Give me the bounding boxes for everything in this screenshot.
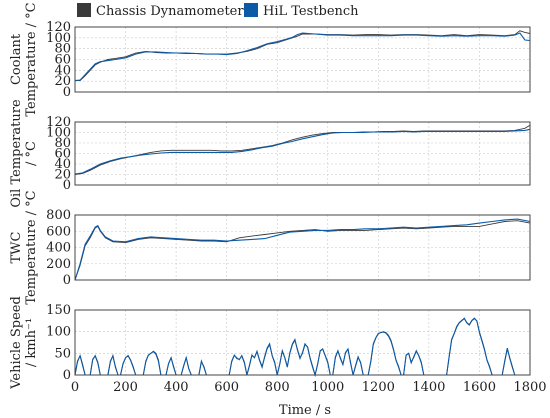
y-tick-label: 60 [54,147,71,162]
x-tick-label: 800 [265,380,290,395]
series-line-chassis-dynamometer [74,220,531,281]
y-tick-label: 150 [46,303,71,318]
plot-frame [74,214,531,281]
y-tick-label: 60 [54,53,71,68]
y-axis-label: Temperature / °C [24,2,39,116]
series-line-chassis-dynamometer [75,30,531,82]
x-axis-label: Time / s [279,403,331,418]
y-tick-label: 600 [46,224,71,239]
x-tick-label: 1800 [513,380,546,395]
plot-frame [74,121,531,186]
y-tick-label: 0 [63,85,71,100]
y-tick-label: 40 [54,157,71,172]
series-line-hil-testbench [74,317,518,378]
y-tick-label: 20 [54,74,71,89]
y-axis-label: Oil Temperature [9,99,24,208]
y-tick-label: 400 [46,241,71,256]
legend-label-chassis-dynamometer: Chassis Dynamometer [96,4,244,19]
y-tick-label: 50 [54,346,71,361]
panel-4: 0 50 100 150 Vehicle Speed / kmh⁻¹ 0 200 400 600 8… [9,296,547,395]
y-tick-label: 80 [54,136,71,151]
x-tick-label: 600 [214,380,239,395]
y-tick-label: 800 [46,208,71,223]
x-tick-label: 1000 [311,380,344,395]
x-tick-label: 0 [71,380,79,395]
x-tick-label: 1200 [362,380,395,395]
plot-frame [74,26,531,93]
y-tick-label: 200 [46,257,71,272]
y-axis-label: Coolant [9,33,24,85]
y-axis-label: TWC [9,231,24,263]
y-tick-label: 120 [46,20,71,35]
y-tick-label: 40 [54,63,71,78]
y-tick-label: 20 [54,168,71,183]
y-tick-label: 120 [46,115,71,130]
y-tick-label: 0 [63,273,71,288]
x-tick-label: 200 [113,380,138,395]
x-tick-label: 1400 [412,380,445,395]
y-tick-label: 0 [63,368,71,383]
legend-label-hil-testbench: HiL Testbench [263,4,359,19]
legend-swatch-chassis-dynamometer [77,3,91,17]
y-axis-label: Temperature / °C [24,190,39,304]
plot-frame [74,309,531,376]
y-tick-label: 0 [63,178,71,193]
y-axis-label: / kmh⁻¹ [24,318,39,367]
y-tick-label: 100 [46,31,71,46]
series-line-hil-testbench [74,218,531,281]
x-tick-label: 1600 [463,380,496,395]
legend-swatch-hil-testbench [244,3,258,17]
y-tick-label: 80 [54,42,71,57]
y-tick-label: 100 [46,126,71,141]
y-axis-label: Vehicle Speed [9,296,24,390]
series-line-hil-testbench [74,32,531,82]
y-axis-label: / °C [24,141,39,166]
series-line-hil-testbench [74,128,531,175]
y-tick-label: 100 [46,325,71,340]
x-tick-label: 400 [164,380,189,395]
legend: Chassis Dynamometer HiL Testbench [77,3,359,19]
